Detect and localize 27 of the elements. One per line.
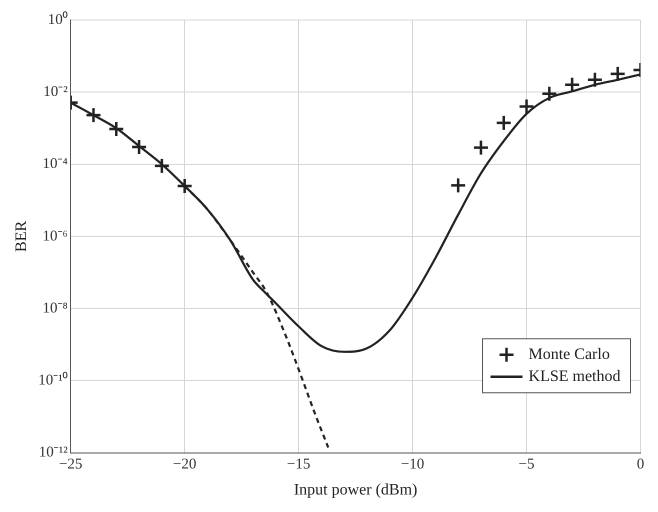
- y-tick-label: 10⁰: [48, 10, 68, 28]
- point: [609, 66, 626, 82]
- point: [108, 120, 125, 138]
- point: [541, 86, 558, 102]
- y-tick-label: 10⁻⁴: [42, 156, 68, 172]
- point: [586, 72, 604, 88]
- point: [450, 177, 466, 194]
- y-tick-label: 10⁻⁶: [42, 228, 68, 244]
- point: [176, 178, 193, 194]
- y-tick-label: 10⁻¹⁰: [38, 372, 68, 389]
- x-tick-label: −10: [400, 456, 424, 473]
- point: [85, 106, 102, 124]
- x-axis-title: Input power (dBm): [294, 482, 418, 499]
- x-tick-label: −5: [518, 456, 535, 473]
- point: [472, 139, 490, 156]
- legend-label: KLSE method: [528, 368, 621, 386]
- legend-label: Monte Carlo: [528, 346, 610, 364]
- x-tick-label: −20: [172, 456, 196, 473]
- point: [496, 114, 512, 132]
- point: [130, 138, 148, 156]
- point: [154, 158, 170, 174]
- x-tick-label: 0: [636, 456, 644, 473]
- y-tick-label: 10⁻²: [43, 84, 68, 100]
- point: [518, 98, 535, 115]
- y-tick-label: 10⁻⁸: [42, 300, 68, 316]
- x-tick-label: −15: [286, 456, 310, 473]
- y-axis-title: BER: [12, 220, 30, 252]
